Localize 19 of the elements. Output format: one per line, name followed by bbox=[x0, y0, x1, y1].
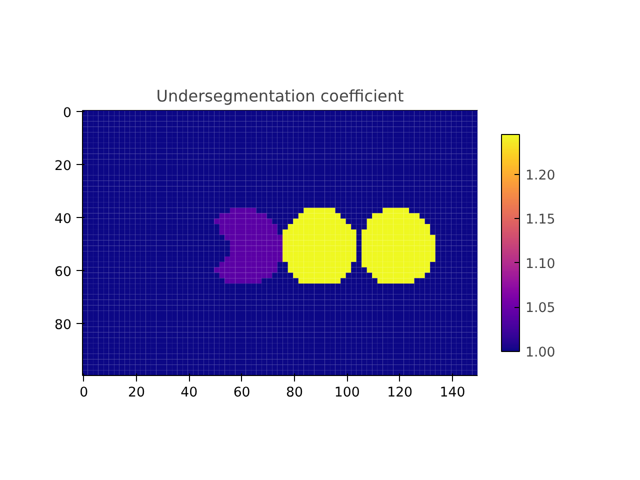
y-tick-label: 60 bbox=[54, 264, 72, 280]
y-tick-label: 20 bbox=[54, 158, 72, 174]
x-tick-label: 80 bbox=[286, 386, 303, 400]
x-tick-label: 20 bbox=[128, 386, 145, 400]
color-bar-label: 1.00 bbox=[526, 346, 556, 360]
color-bar-label: 1.15 bbox=[526, 212, 556, 228]
y-tick-label: 40 bbox=[54, 212, 72, 227]
x-tick-label: 120 bbox=[387, 386, 413, 400]
x-tick-label: 60 bbox=[233, 386, 250, 400]
x-tick-label: 100 bbox=[334, 386, 360, 400]
x-tick-label: 140 bbox=[440, 386, 466, 400]
color-bar-label: 1.20 bbox=[526, 168, 556, 184]
y-tick-label: 80 bbox=[54, 318, 72, 333]
color-bar-label: 1.10 bbox=[526, 256, 556, 272]
x-tick-label: 40 bbox=[180, 386, 198, 400]
color-bar-label: 1.05 bbox=[526, 301, 556, 316]
chart-title: Undersegmentation coefficient bbox=[156, 86, 404, 106]
x-tick-label: 0 bbox=[80, 386, 88, 400]
y-tick-label: 0 bbox=[63, 106, 72, 121]
